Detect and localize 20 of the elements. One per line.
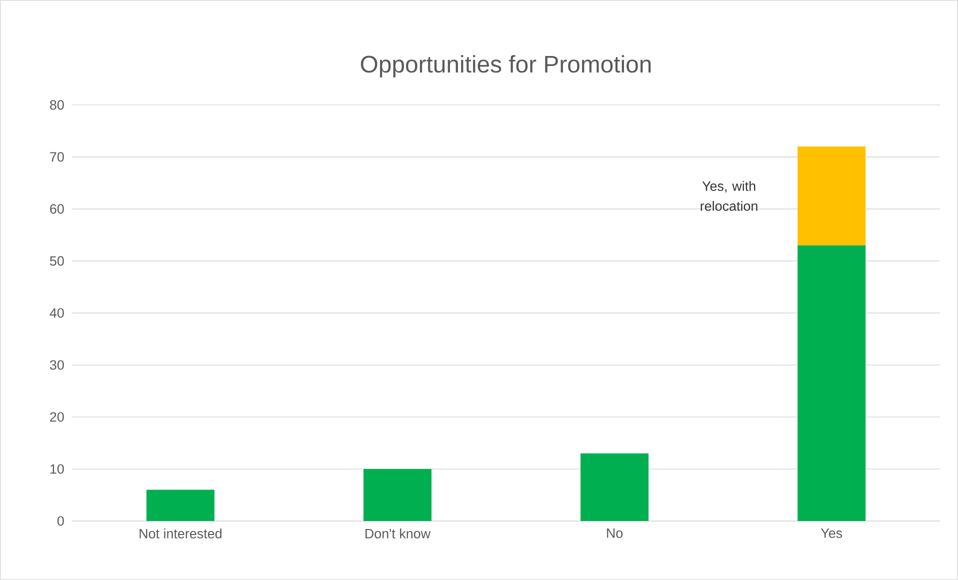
x-tick-label: Don't know: [366, 528, 431, 538]
x-tick-label: No: [607, 528, 623, 538]
bar: [146, 490, 214, 522]
chart-title: Opportunities for Promotion: [360, 55, 651, 78]
bar: [363, 469, 432, 522]
bar: [798, 245, 866, 522]
bar: [798, 146, 866, 246]
y-tick-label: 20: [50, 412, 64, 422]
y-tick-label: 50: [50, 256, 64, 266]
y-tick-label: 60: [50, 204, 64, 214]
y-tick-label: 0: [57, 516, 64, 526]
x-tick-label: Not interested: [140, 528, 222, 538]
text: Yes, with relocation: [700, 181, 758, 211]
y-tick-label: 70: [50, 152, 64, 162]
y-tick-label: 10: [50, 464, 64, 474]
x-tick-label: Yes: [820, 528, 842, 538]
bar: [580, 453, 649, 522]
y-tick-label: 80: [50, 100, 64, 110]
y-tick-label: 30: [50, 360, 64, 370]
y-tick-label: 40: [50, 308, 64, 318]
